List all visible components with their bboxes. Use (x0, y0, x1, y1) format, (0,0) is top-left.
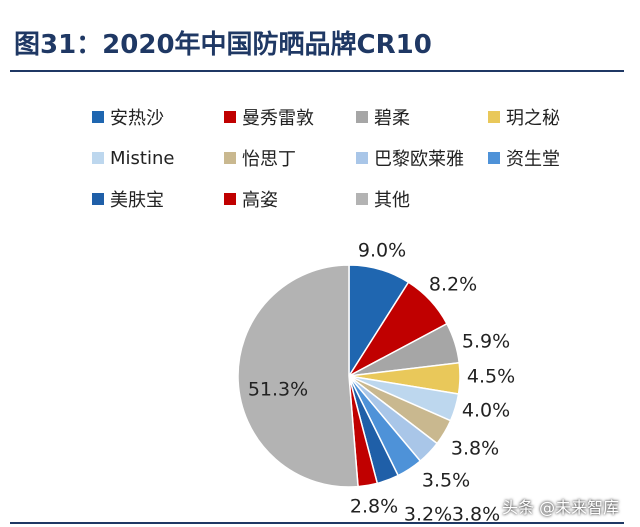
legend-item: 碧柔 (356, 104, 410, 130)
legend-item: 巴黎欧莱雅 (356, 145, 464, 171)
legend-item: 资生堂 (488, 145, 560, 171)
slice-label: 3.8% (452, 504, 500, 526)
legend-swatch (356, 193, 368, 205)
legend-item: 曼秀雷敦 (224, 104, 314, 130)
pie-slice (237, 264, 359, 488)
legend-item: 玥之秘 (488, 104, 560, 130)
legend-swatch (356, 111, 368, 123)
legend-item: 高姿 (224, 186, 278, 212)
legend-label: 安热沙 (110, 108, 164, 129)
legend-item: 怡思丁 (224, 145, 296, 171)
slice-label: 4.5% (467, 366, 515, 388)
legend-swatch (488, 111, 500, 123)
slice-label: 5.9% (462, 331, 510, 353)
legend-label: 美肤宝 (110, 190, 164, 211)
slice-label: 51.3% (248, 379, 308, 401)
legend-label: 玥之秘 (506, 108, 560, 129)
legend-swatch (224, 152, 236, 164)
legend-swatch (92, 152, 104, 164)
legend-item: Mistine (92, 145, 174, 171)
legend-label: 资生堂 (506, 149, 560, 170)
legend-label: 怡思丁 (242, 149, 296, 170)
legend-label: 高姿 (242, 190, 278, 211)
legend-swatch (224, 193, 236, 205)
legend-swatch (92, 193, 104, 205)
slice-label: 2.8% (350, 496, 398, 518)
slice-label: 3.8% (451, 438, 499, 460)
slice-label: 8.2% (429, 274, 477, 296)
slice-label: 3.5% (422, 470, 470, 492)
legend-label: 曼秀雷敦 (242, 108, 314, 129)
slice-label: 4.0% (462, 400, 510, 422)
legend-label: 巴黎欧莱雅 (374, 149, 464, 170)
legend-item: 其他 (356, 186, 410, 212)
legend-swatch (488, 152, 500, 164)
title-rule (10, 70, 624, 72)
bottom-rule (10, 522, 624, 524)
slice-label: 9.0% (358, 240, 406, 262)
slice-label: 3.2% (404, 504, 452, 526)
legend-swatch (356, 152, 368, 164)
figure-title: 图31：2020年中国防晒品牌CR10 (14, 30, 432, 60)
legend-label: Mistine (110, 147, 175, 169)
watermark: 头条 @未来智库 (502, 498, 620, 517)
legend-swatch (92, 111, 104, 123)
legend-label: 其他 (374, 190, 410, 211)
legend-item: 美肤宝 (92, 186, 164, 212)
legend-swatch (224, 111, 236, 123)
legend-item: 安热沙 (92, 104, 164, 130)
legend-label: 碧柔 (374, 108, 410, 129)
